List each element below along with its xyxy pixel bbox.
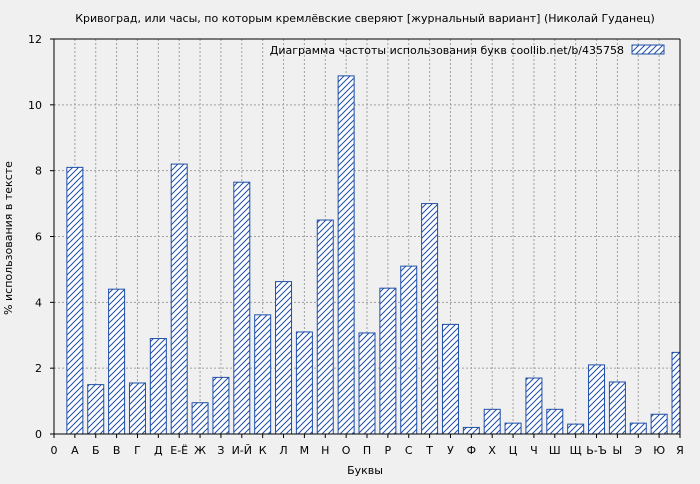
bar [233,181,251,435]
axes [50,38,681,438]
bar [650,413,668,435]
bar [316,219,334,435]
bar [546,408,564,435]
bar [170,163,188,435]
x-tick-label: Г [134,444,141,457]
y-tick-label: 0 [35,428,42,441]
bar [191,402,209,435]
bar [421,203,439,435]
x-tick-label: Е-Ё [170,444,188,457]
bar [567,423,585,435]
bars [66,75,681,435]
x-tick-label: А [71,444,79,457]
y-tick-labels: 0 2 4 6 8 10 12 [28,33,42,441]
bar [128,382,146,435]
x-tick-label: С [405,444,413,457]
bar [608,381,626,435]
x-tick-label: Ь-Ъ [586,444,607,457]
x-tick-label: Ж [194,444,206,457]
y-tick-label: 2 [35,362,42,375]
x-tick-label: Ч [530,444,538,457]
y-tick-label: 6 [35,231,42,244]
x-tick-label: У [447,444,454,457]
bar [275,281,293,435]
y-tick-label: 8 [35,165,42,178]
bar [295,331,313,435]
bar [441,323,459,435]
x-tick-label: Ц [509,444,518,457]
x-tick-label: Д [154,444,163,457]
x-tick-label: Ы [613,444,623,457]
bar [400,265,418,435]
x-tick-label: З [217,444,224,457]
x-tick-label: И-Й [232,444,252,457]
x-tick-labels: 0 А Б В Г Д Е-Ё Ж З И-Й К Л М Н О П Р С Т У Ф Х Ц Ч Ш Щ Ь-Ъ Ы Э Ю Я [51,444,684,457]
x-axis-label: Буквы [347,464,383,477]
x-tick-label: В [113,444,121,457]
x-tick-label: Щ [570,444,582,457]
x-tick-label: О [342,444,351,457]
bar [379,287,397,435]
x-tick-label: Т [425,444,433,457]
y-axis-label: % использования в тексте [2,161,15,315]
x-tick-label: П [363,444,371,457]
bar [671,351,681,435]
x-tick-label: Ф [467,444,476,457]
bar [462,426,480,435]
bar [87,384,105,435]
chart-title: Кривоград, или часы, по которым кремлёвс… [75,12,655,25]
bar [212,376,230,435]
bar [358,332,376,435]
x-tick-label: Я [676,444,684,457]
y-tick-label: 4 [35,296,42,309]
bar [504,422,522,435]
bar [483,408,501,435]
bar [66,166,84,435]
x-tick-label: Л [279,444,287,457]
bar [337,75,355,435]
bar [254,314,272,435]
x-tick-label: Б [92,444,100,457]
bar [108,288,126,435]
x-tick-label: Ю [653,444,665,457]
x-tick-label: Р [385,444,392,457]
x-tick-label: Э [634,444,642,457]
bar [149,338,167,435]
x-tick-label: Х [488,444,496,457]
bar [525,377,543,435]
bar [588,364,606,435]
legend-swatch [631,44,665,55]
x-tick-label: Н [321,444,329,457]
legend: Диаграмма частоты использования букв coo… [270,44,665,57]
x-tick-label: М [300,444,310,457]
legend-label: Диаграмма частоты использования букв coo… [270,44,624,57]
x-tick-label: К [259,444,267,457]
bar [629,422,647,435]
y-tick-label: 12 [28,33,42,46]
y-tick-label: 10 [28,99,42,112]
x-tick-label: Ш [549,444,561,457]
x-tick-label: 0 [51,444,58,457]
